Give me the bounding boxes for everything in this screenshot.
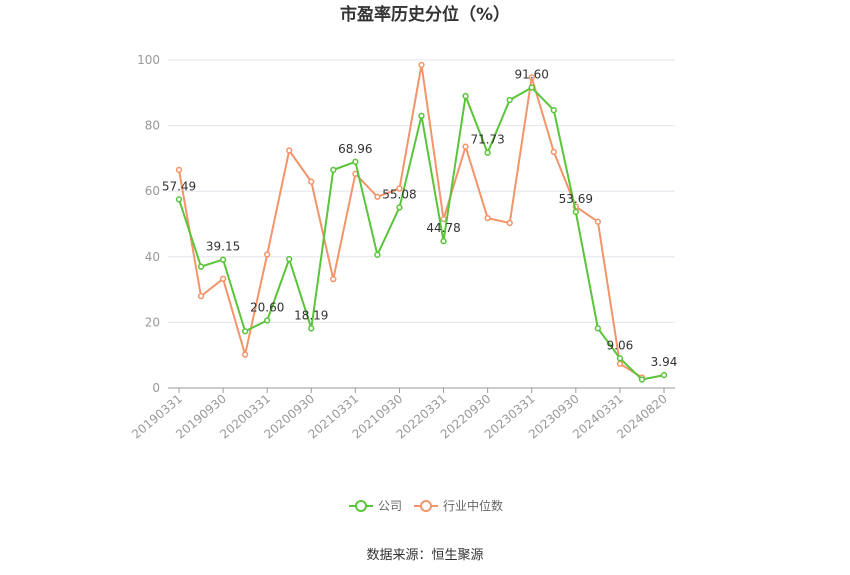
data-point[interactable] [506,219,513,227]
series-layer [175,61,668,383]
data-point[interactable] [197,263,205,270]
legend-marker [355,500,367,512]
data-point[interactable] [616,360,624,367]
data-label: 39.15 [206,240,240,254]
data-point[interactable] [219,256,227,263]
data-label: 20.60 [250,300,284,314]
chart-title: 市盈率历史分位（%） [340,4,510,25]
data-point[interactable] [330,166,337,174]
y-tick-label: 80 [145,119,160,133]
data-label: 3.94 [651,355,678,369]
data-point[interactable] [264,317,271,324]
data-label: 18.19 [294,308,328,322]
data-point[interactable] [572,208,579,216]
data-point[interactable] [418,112,425,119]
data-point[interactable] [374,251,381,258]
data-point[interactable] [175,196,183,203]
series-line-company [178,86,665,381]
data-point[interactable] [638,376,646,383]
data-point[interactable] [462,143,469,150]
data-label: 68.96 [338,142,372,156]
legend-label: 行业中位数 [443,498,503,513]
data-point[interactable] [286,147,293,154]
data-point[interactable] [462,92,469,100]
grid [168,59,675,323]
legend-marker [420,500,432,512]
data-point[interactable] [484,214,491,222]
data-label: 44.78 [426,221,460,235]
legend-item-company[interactable]: 公司 [349,499,402,513]
data-point[interactable] [506,96,513,104]
data-point[interactable] [352,158,359,165]
y-tick-label: 20 [145,315,160,329]
data-point[interactable] [594,218,602,225]
y-tick-label: 60 [145,184,160,198]
data-point[interactable] [175,166,183,174]
data-label: 91.60 [515,68,549,82]
y-tick-label: 0 [152,381,160,395]
data-point[interactable] [197,293,205,300]
data-label: 55.08 [382,187,416,201]
data-point[interactable] [308,325,315,332]
data-point[interactable] [286,255,293,263]
data-point[interactable] [396,185,403,192]
data-point[interactable] [264,251,271,258]
data-point[interactable] [241,328,249,335]
data-point[interactable] [660,371,668,379]
data-point[interactable] [616,355,624,362]
data-point[interactable] [528,84,535,91]
y-tick-label: 40 [145,250,160,264]
data-point[interactable] [374,193,381,200]
data-point[interactable] [440,237,447,245]
data-point[interactable] [308,178,315,185]
data-point[interactable] [219,275,227,282]
data-point[interactable] [241,351,249,358]
legend-item-industry[interactable]: 行业中位数 [414,498,503,513]
source-note: 数据来源：恒生聚源 [366,548,483,563]
data-label: 53.69 [559,192,593,206]
data-point[interactable] [550,107,557,114]
data-point[interactable] [594,325,602,332]
y-tick-label: 100 [137,53,160,67]
data-label: 57.49 [162,179,196,193]
data-point[interactable] [484,149,491,156]
data-point[interactable] [550,148,557,155]
data-label: 9.06 [607,338,634,352]
series-line-industry [178,64,643,379]
data-point[interactable] [396,204,403,211]
data-labels: 57.49 39.15 20.60 18.19 68.96 55.08 44.78 71.73… [162,68,678,370]
data-point[interactable] [528,74,535,81]
legend[interactable]: 公司 行业中位数 [349,498,503,513]
data-label: 71.73 [470,133,504,147]
data-point[interactable] [330,275,337,283]
legend-label: 公司 [378,499,402,513]
data-point[interactable] [418,61,425,69]
